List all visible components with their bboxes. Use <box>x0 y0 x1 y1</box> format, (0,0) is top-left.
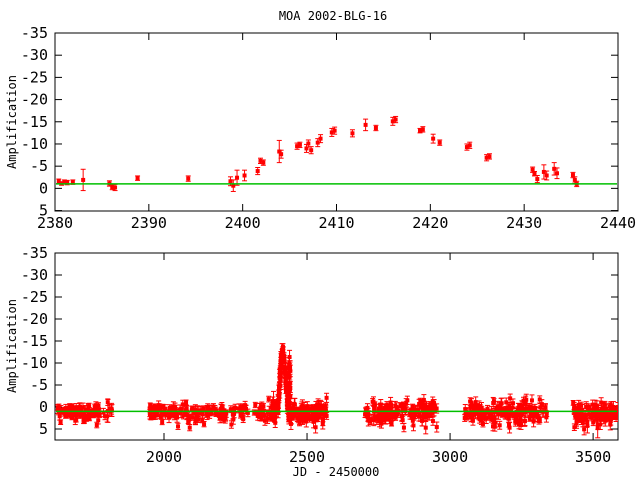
svg-text:2410: 2410 <box>318 214 354 232</box>
svg-text:-10: -10 <box>21 135 48 153</box>
bottom-panel-error-bars <box>55 343 618 439</box>
svg-text:2420: 2420 <box>412 214 448 232</box>
top-panel-ticks <box>54 32 619 212</box>
svg-text:2500: 2500 <box>289 448 325 466</box>
svg-text:2400: 2400 <box>225 214 261 232</box>
y-axis-label-bottom: Amplification <box>5 299 19 393</box>
svg-text:-35: -35 <box>21 24 48 42</box>
svg-text:5: 5 <box>39 420 48 438</box>
svg-text:-15: -15 <box>21 332 48 350</box>
svg-text:2000: 2000 <box>146 448 182 466</box>
svg-text:-30: -30 <box>21 266 48 284</box>
bottom-panel-tick-labels: 2000 2500 3000 3500 -35 -30 -25 -20 -15 -10 -5 0 5 <box>21 244 611 466</box>
svg-text:0: 0 <box>39 398 48 416</box>
bottom-panel-data-points <box>55 343 618 439</box>
bottom-panel-box <box>54 252 619 441</box>
top-panel-markers <box>56 117 579 190</box>
top-panel-tick-labels: 2380 2390 2400 2410 2420 2430 2440 -35 -30 -25 -20… <box>21 24 636 232</box>
svg-text:-20: -20 <box>21 91 48 109</box>
bottom-panel: 2000 2500 3000 3500 -35 -30 -25 -20 -15 -10 -5 0 5 <box>21 244 619 466</box>
svg-text:3500: 3500 <box>575 448 611 466</box>
panels: 2380 2390 2400 2410 2420 2430 2440 -35 -30 -25 -20… <box>21 24 636 466</box>
svg-text:3000: 3000 <box>432 448 468 466</box>
y-axis-label-top: Amplification <box>5 75 19 169</box>
top-panel: 2380 2390 2400 2410 2420 2430 2440 -35 -30 -25 -20… <box>21 24 636 232</box>
svg-text:-5: -5 <box>30 376 48 394</box>
svg-text:-20: -20 <box>21 310 48 328</box>
svg-text:5: 5 <box>39 202 48 220</box>
bottom-panel-ticks <box>55 252 618 440</box>
svg-text:0: 0 <box>39 179 48 197</box>
svg-text:-30: -30 <box>21 46 48 64</box>
chart-title: MOA 2002-BLG-16 <box>279 9 387 23</box>
svg-text:2440: 2440 <box>600 214 636 232</box>
svg-text:-5: -5 <box>30 157 48 175</box>
svg-text:-35: -35 <box>21 244 48 262</box>
svg-text:2380: 2380 <box>37 214 73 232</box>
top-panel-error-bars <box>56 115 580 192</box>
svg-text:2390: 2390 <box>131 214 167 232</box>
svg-text:-10: -10 <box>21 354 48 372</box>
x-axis-label: JD - 2450000 <box>293 465 380 479</box>
top-panel-data-points <box>56 115 580 192</box>
svg-text:-25: -25 <box>21 288 48 306</box>
svg-text:-15: -15 <box>21 113 48 131</box>
svg-text:2430: 2430 <box>506 214 542 232</box>
svg-text:-25: -25 <box>21 68 48 86</box>
